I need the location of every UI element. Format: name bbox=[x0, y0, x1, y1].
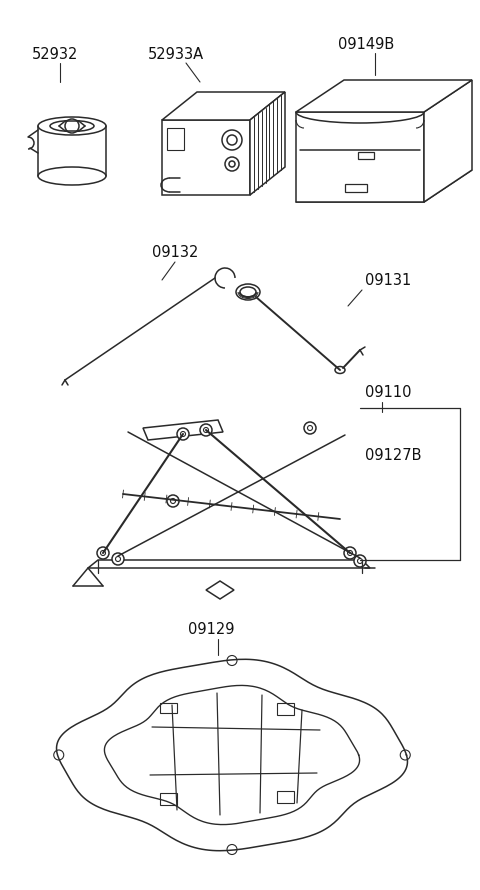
Circle shape bbox=[116, 556, 120, 562]
Polygon shape bbox=[345, 184, 367, 192]
Circle shape bbox=[400, 750, 410, 760]
Text: 09132: 09132 bbox=[152, 245, 198, 260]
Polygon shape bbox=[160, 703, 177, 713]
Circle shape bbox=[112, 553, 124, 565]
Circle shape bbox=[227, 656, 237, 666]
Circle shape bbox=[180, 432, 185, 436]
Text: 09131: 09131 bbox=[365, 273, 411, 288]
Circle shape bbox=[177, 428, 189, 440]
Circle shape bbox=[304, 422, 316, 434]
Circle shape bbox=[200, 424, 212, 436]
Ellipse shape bbox=[240, 287, 256, 297]
Text: 09149B: 09149B bbox=[338, 37, 394, 52]
Circle shape bbox=[222, 130, 242, 150]
Circle shape bbox=[97, 547, 109, 559]
Polygon shape bbox=[277, 791, 294, 803]
Circle shape bbox=[54, 750, 64, 760]
Ellipse shape bbox=[236, 284, 260, 300]
Polygon shape bbox=[296, 170, 472, 202]
Polygon shape bbox=[424, 80, 472, 202]
Circle shape bbox=[204, 427, 208, 433]
Circle shape bbox=[167, 495, 179, 507]
Circle shape bbox=[344, 547, 356, 559]
Polygon shape bbox=[167, 128, 184, 150]
Circle shape bbox=[225, 157, 239, 171]
Polygon shape bbox=[359, 152, 374, 158]
Text: 09127B: 09127B bbox=[365, 448, 421, 463]
Polygon shape bbox=[162, 92, 285, 120]
Circle shape bbox=[170, 498, 176, 504]
Circle shape bbox=[227, 135, 237, 145]
Ellipse shape bbox=[38, 167, 106, 185]
Polygon shape bbox=[296, 112, 424, 202]
Polygon shape bbox=[296, 80, 472, 112]
Ellipse shape bbox=[335, 367, 345, 374]
Polygon shape bbox=[88, 560, 370, 568]
Ellipse shape bbox=[38, 117, 106, 135]
Circle shape bbox=[354, 555, 366, 567]
Circle shape bbox=[358, 559, 362, 563]
Polygon shape bbox=[206, 581, 234, 599]
Ellipse shape bbox=[50, 120, 94, 132]
Circle shape bbox=[100, 551, 106, 555]
Polygon shape bbox=[250, 92, 285, 195]
Circle shape bbox=[229, 161, 235, 167]
Text: 09110: 09110 bbox=[365, 385, 411, 400]
Polygon shape bbox=[277, 703, 294, 715]
Text: 52932: 52932 bbox=[32, 47, 78, 62]
Polygon shape bbox=[160, 793, 177, 805]
Text: 09129: 09129 bbox=[188, 622, 235, 637]
Polygon shape bbox=[143, 420, 223, 440]
Circle shape bbox=[308, 425, 312, 431]
Text: 52933A: 52933A bbox=[148, 47, 204, 62]
Circle shape bbox=[227, 845, 237, 854]
Circle shape bbox=[65, 119, 79, 133]
Circle shape bbox=[348, 551, 352, 555]
Polygon shape bbox=[162, 120, 250, 195]
